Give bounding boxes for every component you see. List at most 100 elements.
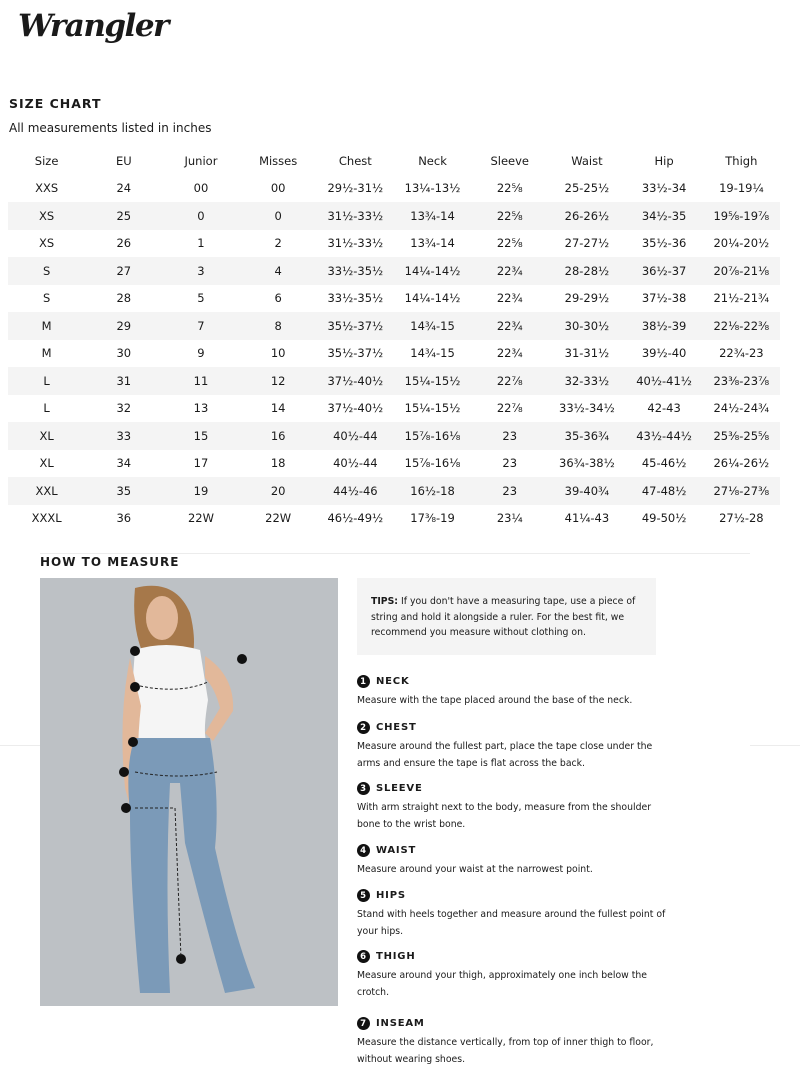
table-cell: 19 bbox=[162, 477, 240, 505]
table-cell: 31-31½ bbox=[564, 346, 610, 361]
table-cell: 32 bbox=[116, 401, 132, 416]
table-cell: 13¾-14 bbox=[410, 236, 455, 251]
table-cell: 22⅞ bbox=[496, 401, 523, 416]
table-cell: XS bbox=[8, 202, 86, 230]
table-cell: 15⅞-16⅛ bbox=[404, 456, 461, 471]
table-row: M 30 9 10 35½-37½ 14¾-15 22¾ 31-31½ 39½-40 22¾-23 bbox=[8, 340, 780, 368]
table-cell: 15⅞-16⅛ bbox=[393, 422, 472, 450]
step-title: CHEST bbox=[376, 722, 417, 733]
step-title: HIPS bbox=[376, 890, 406, 901]
wrangler-logo[interactable]: Wrangler bbox=[18, 8, 169, 44]
table-cell: 23⅜-23⅞ bbox=[702, 367, 780, 395]
table-cell: 36¾-38½ bbox=[559, 456, 615, 471]
number-badge-icon: 6 bbox=[357, 950, 370, 963]
table-cell: 22⅞ bbox=[471, 367, 549, 395]
table-cell: S bbox=[42, 291, 51, 306]
table-row: XS 26 1 2 31½-33½ 13¾-14 22⅝ 27-27½ 35½-36 20¼-20… bbox=[8, 230, 780, 258]
table-row: XXS 24 00 00 29½-31½ 13¼-13½ 22⅝ 25-25½ 33½-34 19… bbox=[8, 175, 780, 203]
table-cell: 15¼-15½ bbox=[393, 367, 472, 395]
table-cell: 31½-33½ bbox=[316, 202, 394, 230]
table-cell: 20¼-20½ bbox=[713, 236, 770, 251]
step-neck: 1 NECK Measure with the tape placed around… bbox=[357, 675, 667, 710]
table-cell: 37½-40½ bbox=[327, 401, 384, 416]
table-cell: 20 bbox=[239, 477, 317, 505]
table-cell: 14¾-15 bbox=[410, 346, 455, 361]
step-heading: 3 SLEEVE bbox=[357, 782, 667, 795]
table-row: XS 25 0 0 31½-33½ 13¾-14 22⅝ 26-26½ 34½-35 19⅝-19… bbox=[8, 202, 780, 230]
table-cell: 41¼-43 bbox=[564, 511, 610, 526]
table-cell: 35½-37½ bbox=[316, 312, 394, 340]
table-row: XL 34 17 18 40½-44 15⅞-16⅛ 23 36¾-38½ 45-46½ 26¼-… bbox=[8, 450, 780, 478]
column-header: EU bbox=[115, 153, 132, 168]
table-cell: 13¼-13½ bbox=[404, 181, 461, 196]
step-heading: 6 THIGH bbox=[357, 950, 667, 963]
model-measurement-photo bbox=[40, 578, 338, 1006]
table-cell: 22W bbox=[187, 511, 214, 526]
table-cell: 17 bbox=[193, 456, 209, 471]
size-chart-table: Size EU Junior Misses Chest Neck Sleeve Waist Hi… bbox=[8, 147, 780, 532]
step-text: Measure around your waist at the narrowe… bbox=[357, 864, 593, 875]
table-cell: 0 bbox=[239, 202, 317, 230]
table-cell: 31 bbox=[85, 367, 163, 395]
table-cell: 27 bbox=[85, 257, 163, 285]
table-cell: 22¾-23 bbox=[719, 346, 764, 361]
table-cell: 12 bbox=[239, 367, 317, 395]
table-cell: 25-25½ bbox=[564, 181, 610, 196]
table-cell: 9 bbox=[197, 346, 205, 361]
table-cell: 30 bbox=[116, 346, 132, 361]
column-header: Waist bbox=[571, 153, 603, 168]
step-heading: 7 INSEAM bbox=[357, 1017, 667, 1030]
table-cell: XS bbox=[39, 236, 55, 251]
table-cell: 27½-28 bbox=[719, 511, 764, 526]
table-cell: 34½-35 bbox=[625, 202, 703, 230]
step-title: WAIST bbox=[376, 845, 417, 856]
table-cell: 20⅞-21⅛ bbox=[702, 257, 780, 285]
table-cell: 33 bbox=[85, 422, 163, 450]
step-waist: 4 WAIST Measure around your waist at the n… bbox=[357, 844, 667, 879]
table-row: XL 33 15 16 40½-44 15⅞-16⅛ 23 35-36¾ 43½-44½ 25⅜-… bbox=[8, 422, 780, 450]
table-cell: 47-48½ bbox=[625, 477, 703, 505]
tips-box: TIPS: If you don't have a measuring tape… bbox=[357, 578, 656, 655]
table-cell: 42-43 bbox=[647, 401, 681, 416]
table-cell: 22¾ bbox=[471, 312, 549, 340]
table-cell: 0 bbox=[162, 202, 240, 230]
table-cell: 22⅝ bbox=[496, 236, 523, 251]
table-cell: 2 bbox=[274, 236, 282, 251]
table-cell: 29½-31½ bbox=[327, 181, 384, 196]
step-text: Measure around the fullest part, place t… bbox=[357, 741, 653, 769]
number-badge-icon: 3 bbox=[357, 782, 370, 795]
table-cell: L bbox=[43, 401, 50, 416]
table-cell: 26-26½ bbox=[548, 202, 626, 230]
table-cell: 22¾ bbox=[496, 346, 523, 361]
how-to-measure-heading: HOW TO MEASURE bbox=[40, 555, 180, 569]
table-cell: 15¼-15½ bbox=[404, 401, 461, 416]
table-cell: XL bbox=[8, 422, 86, 450]
table-cell: 31½-33½ bbox=[327, 236, 384, 251]
table-cell: 45-46½ bbox=[641, 456, 687, 471]
table-cell: 29-29½ bbox=[564, 291, 610, 306]
step-title: THIGH bbox=[376, 951, 416, 962]
table-cell: 15 bbox=[162, 422, 240, 450]
table-cell: 35 bbox=[85, 477, 163, 505]
table-cell: 37½-40½ bbox=[316, 367, 394, 395]
table-cell: 36½-37 bbox=[625, 257, 703, 285]
step-heading: 1 NECK bbox=[357, 675, 667, 688]
table-cell: 22⅝ bbox=[471, 202, 549, 230]
table-cell: 8 bbox=[239, 312, 317, 340]
table-cell: 25 bbox=[85, 202, 163, 230]
number-badge-icon: 7 bbox=[357, 1017, 370, 1030]
table-cell: 13¾-14 bbox=[393, 202, 472, 230]
table-cell: 17⅜-19 bbox=[410, 511, 455, 526]
table-header: Size EU Junior Misses Chest Neck Sleeve Waist Hi… bbox=[8, 147, 780, 175]
table-cell: 46½-49½ bbox=[327, 511, 384, 526]
divider bbox=[750, 745, 800, 746]
table-cell: 14¾-15 bbox=[393, 312, 472, 340]
table-row: M 29 7 8 35½-37½ 14¾-15 22¾ 30-30½ 38½-39 22⅛-22⅜ bbox=[8, 312, 780, 340]
subtitle: All measurements listed in inches bbox=[9, 121, 212, 135]
column-header: Size bbox=[34, 153, 59, 168]
column-header: Chest bbox=[338, 153, 372, 168]
table-cell: 7 bbox=[162, 312, 240, 340]
table-cell: 00 bbox=[193, 181, 209, 196]
table-cell: 14 bbox=[270, 401, 286, 416]
column-header: Misses bbox=[259, 153, 298, 168]
